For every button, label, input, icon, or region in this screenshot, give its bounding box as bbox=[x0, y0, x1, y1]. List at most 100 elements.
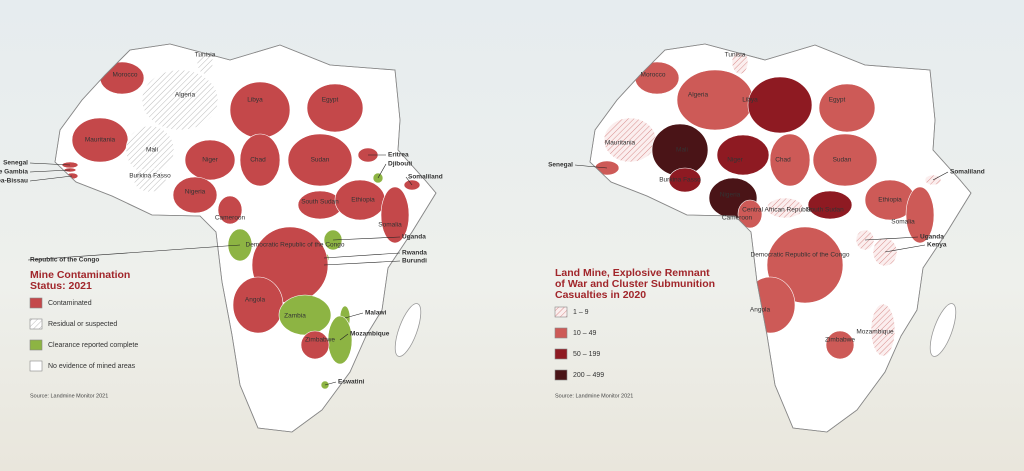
country-label: Mali bbox=[676, 147, 688, 154]
country-label: The Gambia bbox=[0, 169, 28, 176]
country-label: South Sudan bbox=[301, 199, 339, 206]
country-label: Eritrea bbox=[388, 152, 409, 159]
legend-label: Residual or suspected bbox=[48, 321, 117, 328]
country-region bbox=[769, 133, 811, 187]
legend-label: Contaminated bbox=[48, 300, 92, 307]
country-label: Senegal bbox=[3, 160, 28, 167]
country-label: Zimbabwe bbox=[305, 337, 335, 344]
leader-line bbox=[27, 244, 241, 261]
source-note: Source: Landmine Monitor 2021 bbox=[30, 393, 108, 399]
country-label: Somalia bbox=[378, 222, 402, 229]
legend-label: 10 – 49 bbox=[573, 330, 596, 337]
country-label: South Sudan bbox=[806, 207, 844, 214]
country-label: Democratic Republic of the Congo bbox=[751, 252, 850, 259]
country-region bbox=[716, 134, 770, 176]
legend-swatch bbox=[554, 348, 568, 360]
leader-line bbox=[377, 163, 387, 179]
country-region bbox=[141, 69, 219, 131]
country-region bbox=[184, 139, 236, 181]
leader-line bbox=[574, 164, 608, 169]
country-label: Tunisia bbox=[725, 52, 746, 59]
country-region bbox=[172, 176, 218, 214]
leader-line bbox=[29, 169, 71, 173]
country-region bbox=[232, 276, 284, 334]
country-label: Egypt bbox=[322, 97, 339, 104]
country-region bbox=[766, 197, 804, 219]
country-label: Niger bbox=[202, 157, 218, 164]
country-label: Burundi bbox=[402, 258, 427, 265]
country-label: Republic of the Congo bbox=[30, 257, 99, 264]
country-label: Ethiopia bbox=[351, 197, 375, 204]
country-label: Malawi bbox=[365, 310, 387, 317]
country-label: Niger bbox=[727, 157, 743, 164]
country-label: Kenya bbox=[927, 242, 947, 249]
country-label: Eswatini bbox=[338, 379, 365, 386]
legend-title: Land Mine, Explosive Remnant bbox=[555, 267, 710, 279]
country-region bbox=[812, 133, 878, 187]
leader-line bbox=[884, 244, 926, 253]
country-label: Sudan bbox=[833, 157, 852, 164]
country-region bbox=[825, 330, 855, 360]
country-label: Angola bbox=[750, 307, 771, 314]
legend-swatch bbox=[554, 306, 568, 318]
africa-map: Morocco Algeria Tunisia Libya Egypt Mauritani… bbox=[0, 43, 443, 433]
legend-label: 50 – 199 bbox=[573, 351, 600, 358]
countries bbox=[594, 49, 942, 360]
country-label: Morocco bbox=[113, 72, 138, 79]
legend-label: 1 – 9 bbox=[573, 309, 589, 316]
country-label: Djibouti bbox=[388, 161, 412, 168]
country-label: Nigeria bbox=[720, 192, 741, 199]
country-label: Algeria bbox=[175, 92, 196, 99]
legend-swatch bbox=[29, 318, 43, 330]
country-label: Somaliland bbox=[950, 169, 985, 176]
country-label: Chad bbox=[250, 157, 266, 164]
legend-swatch bbox=[554, 369, 568, 381]
country-label: Zambia bbox=[284, 313, 306, 320]
country-region bbox=[737, 199, 763, 229]
country-label: Algeria bbox=[688, 92, 709, 99]
country-label: Chad bbox=[775, 157, 791, 164]
country-label: Morocco bbox=[641, 72, 666, 79]
leader-line bbox=[332, 236, 401, 241]
legend-title: Mine Contamination bbox=[30, 269, 130, 281]
legend-title: Status: 2021 bbox=[30, 280, 92, 292]
leader-line bbox=[339, 333, 349, 341]
source-note: Source: Landmine Monitor 2021 bbox=[555, 393, 633, 399]
legend-label: No evidence of mined areas bbox=[48, 363, 136, 370]
country-label: Egypt bbox=[829, 97, 846, 104]
country-label: Tunisia bbox=[195, 52, 216, 59]
country-label: Cameroon bbox=[722, 215, 753, 222]
country-region bbox=[239, 133, 281, 187]
madagascar bbox=[929, 303, 957, 357]
leader-line bbox=[323, 252, 401, 259]
leader-line bbox=[29, 175, 73, 182]
legend-swatch bbox=[29, 297, 43, 309]
madagascar bbox=[394, 303, 422, 357]
legend-title: Casualties in 2020 bbox=[555, 289, 646, 301]
leader-line bbox=[864, 236, 919, 241]
leader-line bbox=[344, 312, 364, 319]
leader-line bbox=[932, 171, 949, 181]
country-label: Sudan bbox=[311, 157, 330, 164]
country-label: Libya bbox=[742, 97, 758, 104]
country-label: Democratic Republic of the Congo bbox=[246, 242, 345, 249]
coastline bbox=[54, 43, 437, 433]
country-label: Guinea-Bissau bbox=[0, 178, 28, 185]
country-region bbox=[905, 186, 935, 244]
country-region bbox=[306, 83, 364, 133]
leader-line bbox=[323, 260, 401, 266]
country-region bbox=[380, 186, 410, 244]
country-label: Libya bbox=[247, 97, 263, 104]
country-label: Central African Republic bbox=[742, 207, 812, 214]
legend-swatch bbox=[554, 327, 568, 339]
country-label: Burkina Fasso bbox=[659, 177, 701, 184]
leader-line bbox=[324, 381, 337, 386]
coastline bbox=[589, 43, 972, 433]
country-label: Mauritania bbox=[605, 140, 636, 147]
country-label: Cameroon bbox=[215, 215, 246, 222]
country-label: Mauritania bbox=[85, 137, 116, 144]
country-region bbox=[870, 303, 896, 357]
